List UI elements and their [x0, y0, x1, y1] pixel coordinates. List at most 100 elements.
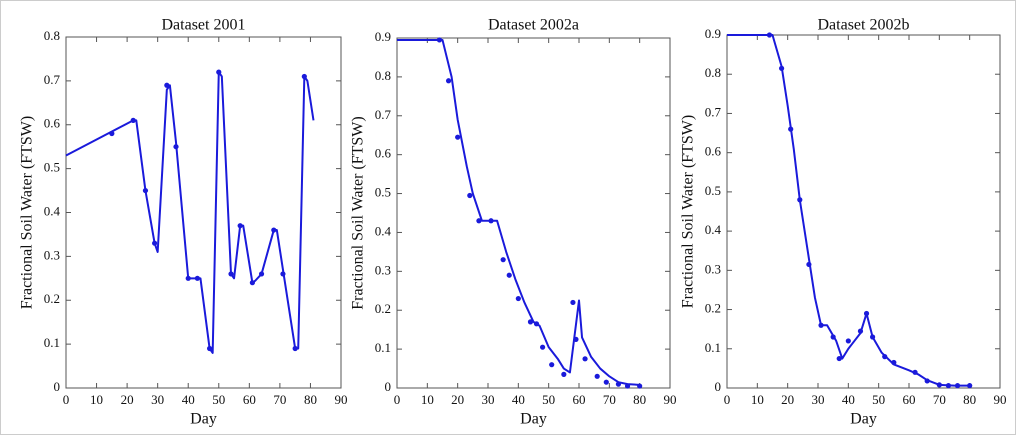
x-tick-label: 0 [63, 392, 70, 407]
data-point [967, 383, 973, 389]
chart-title: Dataset 2002a [488, 17, 579, 34]
data-point [237, 223, 243, 229]
data-point [818, 322, 824, 328]
y-tick-label: 0.1 [44, 335, 60, 350]
data-point [527, 319, 534, 325]
x-tick-label: 90 [994, 392, 1007, 407]
x-tick-label: 10 [751, 392, 764, 407]
y-tick-label: 0.2 [375, 301, 391, 316]
data-point [924, 378, 930, 384]
data-point [292, 345, 298, 352]
y-tick-label: 0.4 [44, 203, 61, 218]
x-axis-label: Day [520, 411, 547, 428]
y-tick-label: 0.2 [44, 291, 60, 306]
y-tick-label: 0.5 [44, 160, 60, 175]
x-tick-label: 70 [603, 392, 616, 407]
x-tick-label: 40 [842, 392, 855, 407]
data-point [845, 338, 851, 344]
data-point [271, 227, 277, 233]
x-tick-label: 80 [304, 392, 317, 407]
y-axis-label: Fractional Soil Water (FTSW) [350, 116, 367, 310]
data-point [130, 117, 136, 123]
data-point [830, 334, 836, 340]
data-point [164, 82, 170, 88]
data-point [488, 218, 494, 224]
data-point [603, 379, 609, 385]
y-tick-label: 0 [54, 379, 61, 394]
y-tick-label: 0.9 [705, 26, 721, 41]
y-tick-label: 0.7 [375, 107, 392, 122]
data-point [936, 382, 942, 388]
data-point [891, 359, 897, 366]
x-tick-label: 40 [182, 392, 195, 407]
data-point [476, 218, 482, 224]
data-point [863, 310, 870, 317]
data-point [436, 37, 443, 43]
data-point [788, 126, 794, 132]
y-tick-label: 0.3 [44, 247, 60, 262]
data-point [836, 355, 842, 362]
x-tick-label: 30 [482, 392, 495, 407]
y-tick-label: 0.6 [375, 146, 392, 161]
data-point [540, 344, 546, 350]
data-point [228, 271, 234, 277]
x-axis-label: Day [850, 411, 877, 428]
data-point [515, 295, 521, 302]
data-point [624, 383, 631, 389]
data-point [615, 381, 622, 387]
data-point [445, 78, 452, 84]
y-tick-label: 0.3 [705, 261, 721, 276]
data-point [912, 369, 918, 375]
data-point [152, 240, 158, 246]
y-tick-label: 0.7 [44, 72, 61, 87]
data-line [727, 34, 970, 387]
y-tick-label: 0 [715, 379, 722, 394]
data-point [216, 69, 222, 75]
data-point [109, 130, 115, 137]
data-point [467, 192, 473, 199]
x-tick-label: 20 [781, 392, 794, 407]
x-tick-label: 50 [542, 392, 555, 407]
data-point [582, 356, 588, 362]
data-point [500, 257, 506, 263]
data-point [570, 299, 576, 306]
data-point [594, 373, 600, 379]
y-axis-label: Fractional Soil Water (FTSW) [19, 116, 36, 310]
y-tick-label: 0.3 [375, 262, 391, 277]
x-tick-label: 20 [121, 392, 134, 407]
chart-title: Dataset 2002b [818, 17, 910, 34]
x-tick-label: 50 [212, 392, 225, 407]
data-point [249, 280, 255, 286]
data-point [561, 371, 567, 377]
y-tick-label: 0.8 [44, 28, 60, 43]
data-line [65, 71, 315, 354]
x-tick-label: 60 [903, 392, 916, 407]
data-point [142, 187, 149, 194]
x-tick-label: 80 [633, 392, 646, 407]
y-tick-label: 0.7 [705, 104, 722, 119]
y-tick-label: 0.5 [375, 185, 391, 200]
data-point [194, 275, 200, 281]
data-point [549, 362, 555, 368]
x-tick-label: 90 [664, 392, 677, 407]
y-tick-label: 0.6 [44, 116, 61, 131]
plot-frame [396, 37, 671, 389]
data-point [533, 321, 540, 327]
x-tick-label: 60 [243, 392, 256, 407]
data-point [797, 197, 803, 203]
y-axis-label: Fractional Soil Water (FTSW) [680, 115, 697, 309]
y-tick-label: 0.8 [705, 65, 721, 80]
x-tick-label: 50 [872, 392, 885, 407]
x-tick-label: 0 [724, 392, 731, 407]
data-point [573, 336, 579, 342]
data-point [766, 32, 773, 38]
data-point [207, 345, 213, 352]
x-tick-label: 30 [812, 392, 825, 407]
x-tick-label: 10 [421, 392, 434, 407]
x-tick-label: 60 [573, 392, 586, 407]
y-tick-label: 0.2 [705, 301, 721, 316]
x-tick-label: 20 [451, 392, 464, 407]
data-point [280, 271, 286, 277]
